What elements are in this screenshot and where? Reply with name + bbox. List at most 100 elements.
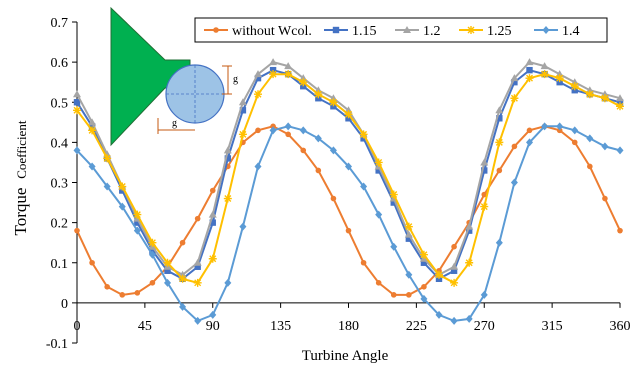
series-marker (480, 202, 489, 211)
series-3 (73, 70, 624, 287)
series-marker (556, 78, 563, 86)
series-marker (587, 163, 593, 170)
series-marker (118, 182, 127, 191)
gap-label-vertical: g (233, 74, 238, 85)
series-marker (194, 215, 201, 222)
series-marker (435, 275, 443, 282)
series-marker (375, 167, 382, 174)
series-0 (74, 123, 623, 298)
series-marker (570, 82, 579, 91)
rotor-circle (165, 64, 225, 124)
series-marker (435, 270, 443, 279)
series-marker (602, 195, 608, 202)
series-marker (526, 127, 533, 134)
y-tick-label: 0.6 (51, 56, 69, 71)
series-marker (495, 106, 504, 114)
series-marker (332, 26, 340, 34)
series-marker (585, 90, 594, 99)
legend: without Wcol. 1.15 1.2 1.25 1.4 (194, 17, 608, 43)
y-axis-title-suffix: Coefficient (14, 120, 29, 179)
series-marker (404, 230, 413, 238)
series-marker (405, 270, 413, 279)
x-tick-label: 225 (406, 319, 427, 334)
series-marker (375, 280, 382, 286)
series-marker (119, 187, 126, 194)
legend-label: 1.15 (352, 24, 377, 39)
series-marker (194, 263, 201, 270)
series-marker (344, 110, 353, 119)
series-marker (178, 274, 187, 283)
series-marker (390, 242, 398, 251)
series-marker (540, 70, 549, 79)
series-marker (330, 195, 337, 202)
series-marker (330, 103, 337, 110)
series-marker (88, 118, 97, 126)
series-marker (74, 227, 80, 234)
x-tick-label: 45 (138, 319, 152, 334)
x-axis-title: Turbine Angle (302, 348, 389, 364)
series-marker (209, 219, 216, 226)
series-marker (208, 210, 217, 218)
series-marker (104, 284, 110, 290)
series-marker (209, 310, 217, 319)
series-marker (467, 26, 475, 34)
series-marker (389, 190, 398, 199)
series-marker (375, 210, 383, 219)
series-marker (540, 62, 549, 70)
series-marker (571, 126, 579, 135)
series-marker (209, 187, 216, 194)
series-marker (284, 122, 292, 131)
series-marker (617, 227, 623, 234)
legend-label: 1.25 (487, 24, 512, 39)
series-marker (571, 87, 578, 94)
series-marker (450, 278, 459, 287)
series-marker (284, 70, 293, 79)
series-marker (465, 314, 473, 323)
series-marker (525, 74, 534, 83)
x-tick-label: 270 (474, 319, 495, 334)
series-marker (480, 290, 488, 299)
y-tick-label: 0.2 (51, 217, 69, 232)
series-marker (495, 138, 504, 147)
series-marker (299, 126, 307, 135)
x-tick-label: 315 (542, 319, 563, 334)
series-marker (134, 219, 141, 226)
series-marker (556, 127, 563, 134)
series-marker (224, 155, 232, 162)
series-marker (420, 259, 428, 266)
series-line (76, 69, 621, 281)
series-marker (465, 258, 474, 267)
series-marker (238, 130, 247, 139)
series-marker (269, 66, 277, 74)
y-tick-label: 0.7 (51, 16, 69, 31)
series-marker (224, 278, 232, 287)
series-marker (164, 267, 171, 274)
series-marker (73, 106, 81, 115)
x-tick-label: 180 (338, 319, 359, 334)
series-marker (254, 74, 262, 82)
series-marker (149, 247, 156, 254)
series-marker (451, 243, 457, 250)
y-tick-label: 0.1 (51, 257, 69, 272)
series-marker (103, 154, 112, 163)
series-marker (496, 167, 503, 174)
series-marker (616, 94, 624, 102)
x-tick-label: 360 (610, 319, 631, 334)
series-marker (345, 115, 352, 122)
series-marker (511, 78, 518, 86)
series-line (76, 125, 621, 296)
series-marker (119, 292, 126, 298)
series-marker (329, 98, 338, 107)
series-marker (481, 191, 488, 198)
series-4 (73, 122, 624, 325)
series-marker (89, 259, 95, 266)
series-marker (616, 146, 624, 155)
series-marker (404, 222, 413, 231)
series-marker (88, 123, 96, 130)
series-marker (526, 138, 533, 147)
series-marker (213, 27, 219, 33)
series-marker (403, 26, 411, 33)
series-marker (179, 239, 186, 246)
series-marker (329, 146, 337, 155)
